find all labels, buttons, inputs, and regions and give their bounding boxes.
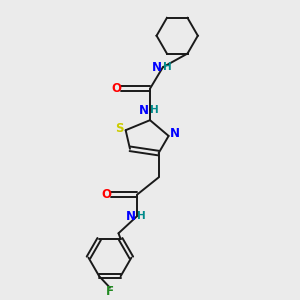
Text: O: O: [111, 82, 121, 95]
Text: N: N: [170, 127, 180, 140]
Text: O: O: [101, 188, 111, 201]
Text: H: H: [137, 211, 146, 221]
Text: N: N: [152, 61, 161, 74]
Text: N: N: [139, 104, 148, 117]
Text: S: S: [115, 122, 124, 135]
Text: F: F: [106, 285, 114, 298]
Text: H: H: [150, 105, 159, 115]
Text: H: H: [163, 62, 172, 72]
Text: N: N: [126, 210, 136, 223]
